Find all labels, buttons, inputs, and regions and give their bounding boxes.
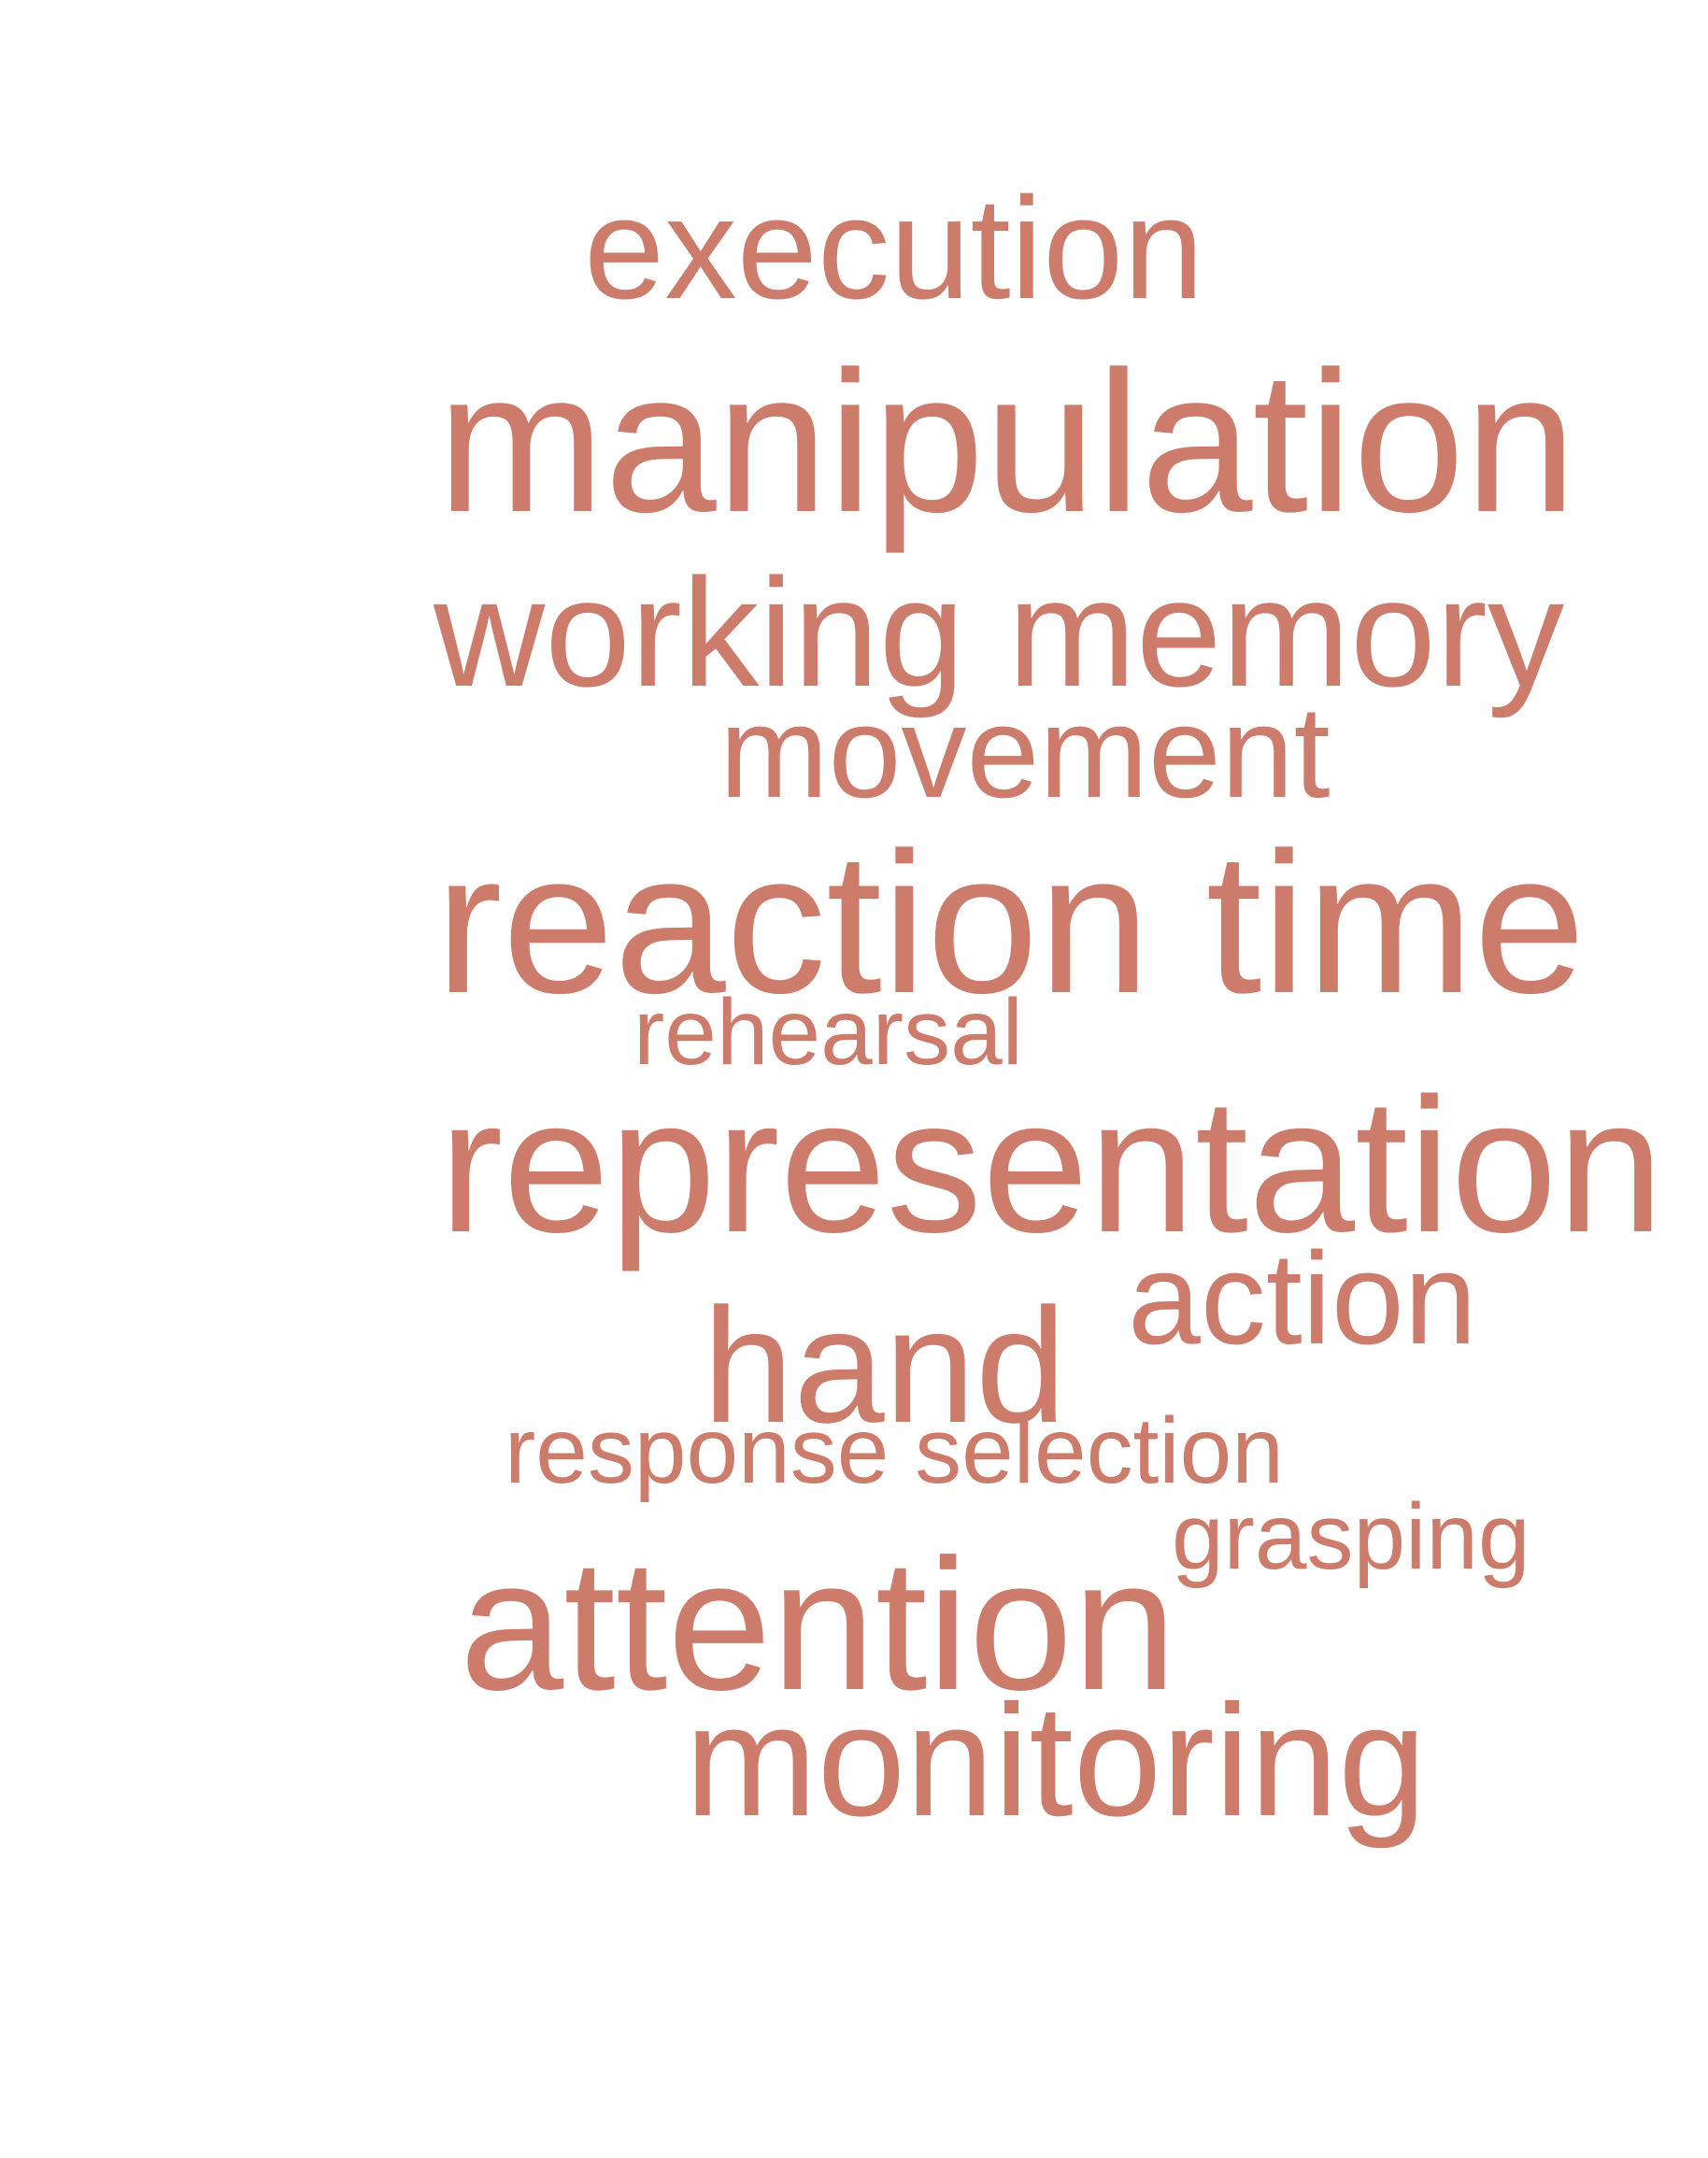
word-attention: attention [460, 1521, 1177, 1729]
word-grasping: grasping [1172, 1484, 1530, 1589]
word-hand: hand [703, 1275, 1067, 1457]
word-reaction-time: reaction time [435, 810, 1586, 1035]
word-manipulation: manipulation [437, 329, 1577, 554]
word-rehearsal: rehearsal [633, 980, 1023, 1085]
word-execution: execution [584, 167, 1204, 329]
word-response-selection: response selection [505, 1398, 1284, 1503]
word-representation: representation [439, 1058, 1664, 1272]
word-action: action [1128, 1225, 1477, 1371]
word-working-memory: working memory [434, 547, 1565, 718]
word-monitoring: monitoring [685, 1672, 1427, 1850]
word-movement: movement [719, 678, 1331, 825]
